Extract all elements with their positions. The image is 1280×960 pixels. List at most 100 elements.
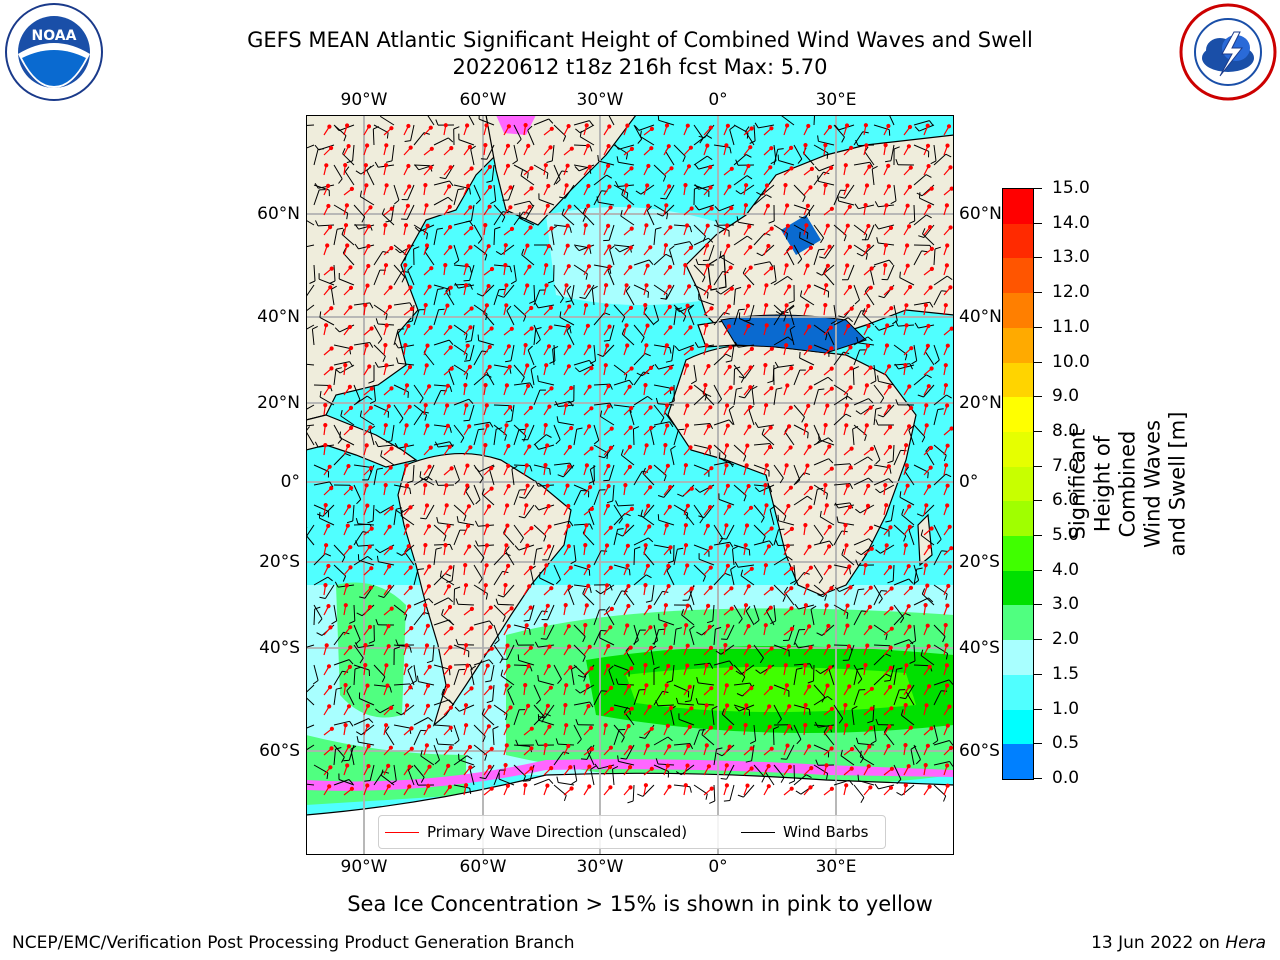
wave-arrow-head	[324, 543, 329, 548]
wind-barb	[410, 124, 415, 141]
wind-barb-flag	[325, 553, 331, 557]
wind-barb-flag	[729, 147, 732, 154]
wind-barb-flag	[723, 800, 730, 802]
wave-arrow-head	[708, 164, 713, 170]
wind-barb-flag	[601, 550, 608, 552]
wave-arrow-head	[888, 525, 893, 530]
wind-barb-flag	[719, 251, 722, 258]
wind-barb	[772, 728, 775, 746]
wind-barb-flag	[448, 339, 454, 346]
wind-barb-flag	[655, 227, 662, 230]
wind-barb	[453, 189, 459, 206]
wave-arrow-head	[787, 424, 792, 429]
wind-barb	[913, 374, 927, 386]
wind-barb	[346, 690, 355, 706]
wave-arrow-head	[744, 523, 750, 528]
wave-arrow-head	[543, 163, 548, 168]
wind-barb	[873, 584, 883, 599]
wave-arrow-head	[527, 444, 532, 449]
wave-arrow-head	[328, 285, 333, 290]
wave-arrow-head	[666, 144, 671, 149]
wind-barb	[369, 429, 375, 446]
wave-arrow-head	[807, 444, 812, 449]
wave-arrow-head	[748, 245, 753, 250]
wind-barb	[426, 115, 435, 126]
wind-barb	[481, 493, 495, 506]
wind-barb	[573, 429, 578, 446]
wave-arrow-head	[806, 123, 811, 129]
wind-barb-flag	[527, 172, 529, 179]
wave-arrow-head	[688, 245, 693, 250]
wind-barb-flag	[511, 465, 518, 470]
wind-barb-flag	[634, 546, 641, 550]
wave-arrow-head	[564, 403, 569, 408]
wind-barb	[689, 629, 695, 646]
wind-barb	[593, 312, 605, 326]
wind-barb	[612, 769, 615, 786]
wave-arrow-head	[346, 504, 352, 509]
wind-barb-flag	[761, 428, 765, 435]
wind-barb	[653, 253, 667, 266]
lon-label-top-90w: 90°W	[340, 90, 388, 110]
wave-arrow-head	[407, 784, 412, 789]
wave-arrow-head	[665, 463, 670, 468]
wave-arrow-head	[728, 265, 733, 270]
wind-barb-flag	[768, 540, 774, 546]
wave-arrow-head	[683, 263, 688, 268]
wave-arrow-head	[904, 303, 909, 308]
wave-arrow-head	[388, 545, 394, 550]
wind-barb	[533, 329, 537, 346]
wave-arrow-head	[926, 644, 931, 649]
wind-barb	[584, 284, 595, 299]
wind-barb	[413, 164, 431, 167]
wave-arrow-head	[625, 623, 630, 628]
wind-barb-flag	[382, 771, 390, 774]
wind-barb	[678, 344, 695, 352]
wind-barb	[721, 713, 735, 726]
wind-barb	[313, 149, 319, 166]
wind-barb	[853, 589, 859, 606]
wind-barb-flag	[777, 514, 780, 521]
wind-barb	[890, 504, 895, 521]
wind-barb	[658, 364, 675, 370]
wind-barb-flag	[775, 539, 779, 546]
wave-arrow-head	[645, 323, 650, 328]
wind-barb-flag	[736, 216, 739, 223]
wind-barb-flag	[855, 559, 859, 566]
wind-barb	[432, 644, 435, 661]
wave-arrow-head	[845, 483, 850, 488]
wind-barb	[393, 404, 404, 419]
wind-barb-flag	[367, 520, 374, 524]
wind-barb	[664, 411, 675, 426]
wave-arrow-head	[486, 284, 491, 289]
wind-barb-flag	[677, 547, 684, 550]
wind-barb	[873, 673, 886, 686]
wind-barb-flag	[495, 598, 499, 605]
wave-arrow-head	[808, 185, 813, 190]
wind-barb	[818, 724, 835, 728]
wave-arrow-head	[467, 544, 472, 549]
wind-barb-flag	[893, 146, 900, 150]
wave-arrow-head	[448, 705, 453, 710]
wind-barb-flag	[588, 120, 594, 126]
wind-barb-flag	[449, 544, 453, 551]
wave-arrow-head	[626, 603, 631, 609]
wave-arrow-head	[388, 745, 394, 750]
wind-barb	[373, 469, 378, 486]
colorbar	[1002, 188, 1034, 780]
wave-arrow-head	[466, 183, 471, 189]
wind-barb-flag	[779, 477, 784, 484]
wind-barb-flag	[889, 467, 892, 474]
wave-arrow-head	[788, 245, 793, 250]
wind-barb-flag	[400, 509, 403, 516]
wind-barb	[893, 344, 908, 355]
wind-barb-flag	[529, 628, 531, 635]
wind-barb-flag	[666, 680, 673, 683]
wind-barb-flag	[908, 425, 914, 431]
wind-barb	[527, 424, 535, 440]
wave-arrow-head	[629, 506, 634, 511]
wave-arrow-head	[687, 284, 692, 289]
wind-barb-flag	[447, 597, 454, 603]
wind-barb-flag	[341, 228, 345, 235]
wind-barb-flag	[338, 178, 343, 184]
